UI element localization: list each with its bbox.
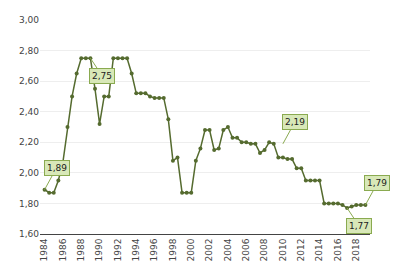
svg-text:2,00: 2,00 [19,168,39,178]
svg-text:3,00: 3,00 [19,15,39,25]
svg-text:1996: 1996 [150,238,160,261]
svg-text:1,79: 1,79 [367,178,387,188]
svg-text:2010: 2010 [278,238,288,261]
svg-text:2,20: 2,20 [19,137,39,147]
svg-text:2002: 2002 [205,239,215,262]
svg-text:2006: 2006 [241,238,251,261]
svg-text:1,89: 1,89 [47,163,67,173]
svg-text:1990: 1990 [95,238,105,261]
svg-text:1,80: 1,80 [19,199,39,209]
svg-text:1994: 1994 [131,238,141,261]
svg-text:1986: 1986 [58,238,68,261]
svg-text:2000: 2000 [186,238,196,261]
svg-text:2,40: 2,40 [19,107,39,117]
svg-text:2,75: 2,75 [92,71,112,81]
svg-text:2008: 2008 [260,238,270,261]
svg-text:2,60: 2,60 [19,76,39,86]
svg-text:1,77: 1,77 [349,221,369,231]
svg-text:1984: 1984 [40,238,50,261]
svg-text:1998: 1998 [168,238,178,261]
svg-text:2,19: 2,19 [285,117,305,127]
svg-text:1992: 1992 [113,239,123,262]
svg-text:2018: 2018 [351,238,361,261]
svg-text:2004: 2004 [223,238,233,261]
svg-text:2016: 2016 [333,238,343,261]
svg-text:2014: 2014 [315,238,325,261]
svg-text:2,80: 2,80 [19,46,39,56]
svg-text:1,60: 1,60 [19,229,39,239]
svg-text:1988: 1988 [76,238,86,261]
svg-text:2012: 2012 [296,239,306,262]
